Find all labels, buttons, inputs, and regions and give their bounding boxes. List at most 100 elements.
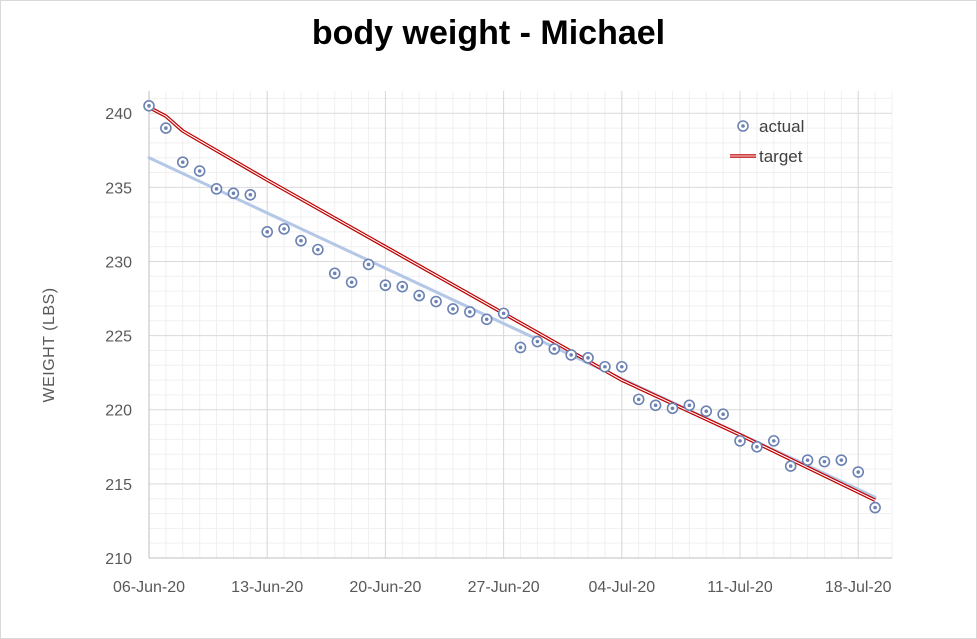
y-tick-label: 210	[105, 551, 132, 568]
legend-label-target: target	[759, 147, 803, 166]
x-tick-label: 20-Jun-20	[349, 579, 421, 596]
actual-point-dot	[164, 126, 168, 130]
actual-point-dot	[434, 299, 438, 304]
actual-point	[396, 280, 409, 293]
actual-point	[767, 435, 780, 447]
actual-point	[345, 276, 358, 289]
y-tick-labels: 210 215 220 225 230 235 240	[105, 106, 132, 568]
actual-point	[193, 165, 206, 177]
actual-point	[666, 402, 679, 415]
y-tick-label: 230	[105, 254, 132, 271]
actual-point-dot	[822, 459, 827, 464]
actual-point-dot	[451, 307, 455, 311]
target-line	[148, 105, 876, 502]
actual-point-dot	[147, 104, 151, 108]
y-tick-label: 215	[105, 477, 132, 494]
actual-point-dot	[653, 403, 658, 408]
actual-point-dot	[552, 347, 557, 351]
legend-item-actual: actual	[737, 117, 804, 136]
actual-point	[227, 187, 240, 200]
legend: actual target	[730, 117, 804, 166]
actual-point	[480, 313, 493, 326]
actual-point	[430, 295, 442, 308]
actual-point-dot	[282, 227, 286, 231]
actual-point-dot	[873, 505, 877, 510]
actual-point	[751, 441, 763, 453]
actual-point-dot	[569, 353, 573, 357]
actual-point-dot	[535, 339, 540, 344]
axes	[148, 91, 892, 559]
actual-point-dot	[586, 356, 590, 360]
actual-point-dot	[349, 280, 354, 285]
actual-point-dot	[636, 397, 641, 402]
actual-point	[143, 100, 155, 112]
actual-point	[295, 234, 307, 247]
x-tick-label: 27-Jun-20	[468, 579, 540, 596]
actual-point	[616, 360, 628, 373]
x-tick-label: 18-Jul-20	[825, 579, 892, 596]
actual-point	[379, 279, 392, 292]
actual-point	[447, 303, 459, 315]
actual-point	[801, 454, 814, 466]
actual-point	[362, 258, 375, 271]
actual-point	[869, 501, 881, 514]
actual-point-dot	[468, 310, 472, 314]
actual-point	[210, 183, 223, 195]
actual-point	[818, 455, 831, 468]
actual-point-dot	[366, 262, 371, 267]
actual-point-dot	[180, 160, 185, 164]
y-tick-label: 220	[105, 403, 132, 420]
actual-point-dot	[670, 406, 675, 411]
actual-point-dot	[299, 238, 303, 243]
actual-point-dot	[738, 439, 742, 443]
actual-point-dot	[214, 187, 219, 191]
x-tick-labels: 06-Jun-20 13-Jun-20 20-Jun-20 27-Jun-20 04-J…	[113, 579, 892, 596]
actual-point	[649, 399, 662, 412]
actual-point	[312, 243, 324, 256]
actual-point-dot	[484, 317, 489, 322]
y-axis-label: WEIGHT (LBS)	[41, 287, 58, 402]
actual-point-dot	[687, 403, 692, 408]
actual-point	[176, 156, 189, 168]
actual-point-dot	[248, 192, 253, 197]
y-tick-label: 240	[105, 106, 132, 123]
y-tick-label: 225	[105, 329, 132, 346]
actual-point	[835, 454, 848, 466]
actual-point	[734, 435, 746, 447]
legend-label-actual: actual	[759, 117, 804, 136]
actual-point-dot	[603, 364, 607, 369]
actual-point	[278, 223, 290, 235]
major-gridlines	[149, 91, 892, 558]
actual-point	[160, 122, 172, 134]
x-tick-label: 13-Jun-20	[231, 579, 303, 596]
actual-point	[413, 289, 425, 302]
actual-point	[514, 341, 527, 354]
actual-point-dot	[197, 169, 202, 173]
actual-point-dot	[805, 458, 810, 462]
actual-point	[599, 360, 611, 373]
actual-point	[531, 335, 544, 348]
x-tick-label: 11-Jul-20	[707, 579, 773, 596]
actual-point	[582, 352, 594, 364]
actual-point-dot	[501, 311, 506, 316]
actual-point-dot	[704, 409, 709, 414]
actual-point	[548, 343, 561, 355]
legend-item-target: target	[730, 147, 803, 166]
x-tick-label: 06-Jun-20	[113, 579, 185, 596]
actual-point-dot	[383, 283, 388, 288]
actual-point-dot	[417, 293, 421, 298]
actual-point	[464, 306, 476, 318]
actual-point-dot	[620, 364, 624, 369]
actual-point	[683, 399, 696, 412]
actual-point	[497, 307, 510, 320]
actual-point	[717, 408, 729, 420]
actual-point-dot	[771, 439, 776, 443]
series-layer	[143, 100, 881, 514]
actual-point-dot	[332, 271, 337, 276]
actual-point	[244, 188, 257, 201]
actual-point-dot	[856, 470, 861, 474]
actual-point-dot	[265, 230, 270, 234]
actual-point	[852, 466, 865, 478]
actual-point	[328, 267, 341, 280]
